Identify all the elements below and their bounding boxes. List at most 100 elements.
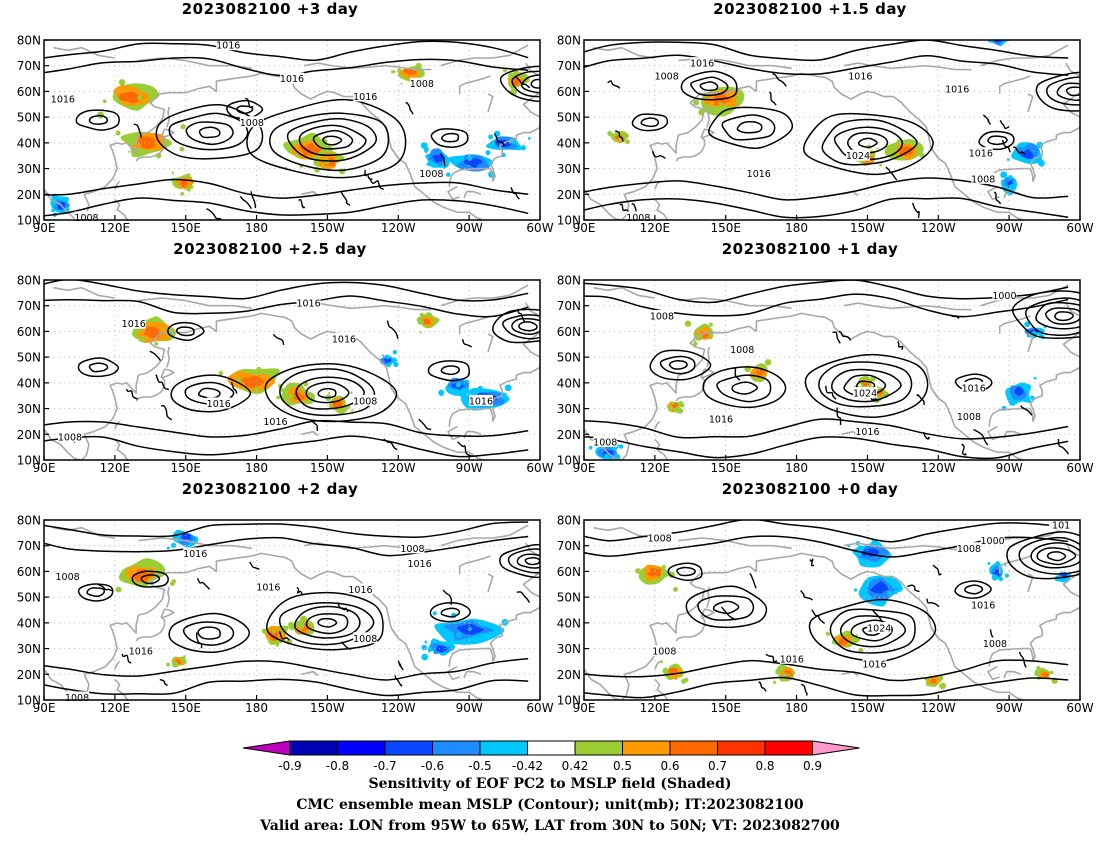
map-panel-plus1.5-day: 1016 1008 1016 1016 1024 1016 1016 1008 1008 90E 1…	[540, 0, 1094, 240]
positive-sensitivity-shade	[185, 173, 191, 179]
coastline	[114, 438, 129, 460]
positive-sensitivity-shade	[118, 91, 145, 104]
positive-sensitivity-shade	[393, 70, 396, 73]
positive-sensitivity-shade	[180, 192, 185, 196]
coastline	[843, 302, 972, 311]
positive-sensitivity-shade	[425, 312, 432, 318]
isobar-contour	[266, 591, 384, 651]
contour-label: 1008	[647, 534, 671, 545]
isobar-contour	[511, 70, 540, 98]
colorbar-tick-label: 0.7	[708, 759, 727, 773]
negative-sensitivity-shade	[853, 588, 858, 592]
positive-sensitivity-shade	[693, 99, 700, 106]
contour-label: 1016	[945, 84, 969, 95]
contour-label-bg	[992, 289, 1017, 301]
negative-sensitivity-shade	[439, 392, 444, 396]
colorbar-swatch	[289, 740, 338, 756]
isobar-contour	[168, 612, 251, 653]
isobar-contour	[317, 617, 338, 628]
y-tick-label: 70N	[557, 299, 581, 313]
positive-sensitivity-shade	[137, 136, 156, 149]
isobar-contour	[982, 114, 992, 125]
isobar-contour	[821, 118, 918, 166]
y-tick-label: 30N	[17, 162, 41, 176]
isobar-contour	[857, 137, 878, 149]
isobar-contour	[131, 570, 169, 588]
isobar-contour	[155, 103, 264, 160]
isobar-contour	[296, 586, 304, 596]
contour-label-bg	[419, 167, 444, 179]
isobar-contour	[804, 353, 929, 418]
positive-sensitivity-shade	[693, 341, 698, 346]
contour-label: 1008	[655, 72, 679, 83]
isobar-contour	[429, 602, 471, 623]
y-tick-label: 40N	[17, 616, 41, 630]
colorbar-tick-label: -0.5	[468, 759, 491, 773]
isobar-contour	[1056, 82, 1080, 101]
panel-title: 2023082100 +2 day	[181, 480, 359, 498]
isobar-contour	[295, 376, 365, 410]
positive-sensitivity-shade	[876, 386, 879, 389]
panel-title: 2023082100 +1 day	[721, 240, 899, 258]
positive-sensitivity-shade	[137, 563, 142, 568]
y-tick-label: 70N	[17, 59, 41, 73]
y-tick-label: 20N	[557, 188, 581, 202]
isobar-contour	[499, 543, 540, 579]
positive-sensitivity-shade	[718, 101, 723, 106]
x-tick-label: 90E	[573, 701, 596, 715]
contour-label: 1008	[983, 639, 1007, 650]
negative-sensitivity-shade	[998, 576, 1003, 582]
x-tick-label: 120E	[100, 221, 131, 235]
positive-sensitivity-shade	[659, 660, 663, 664]
isobar-contour	[427, 360, 471, 382]
isobar-contour	[175, 326, 195, 337]
map-frame	[583, 279, 1081, 461]
positive-sensitivity-shade	[339, 168, 346, 175]
contour-label-bg	[593, 436, 618, 447]
coastline	[1092, 68, 1099, 86]
negative-sensitivity-shade	[464, 158, 483, 168]
coastline	[463, 190, 482, 199]
positive-sensitivity-shade	[153, 316, 158, 321]
isobar-contour	[584, 197, 1069, 219]
coastline	[678, 297, 792, 310]
isobar-contour	[264, 363, 398, 423]
contour-label-bg	[647, 532, 672, 543]
positive-sensitivity-shade	[919, 152, 925, 158]
x-tick-label: 180	[245, 221, 268, 235]
isobar-contour	[832, 331, 841, 344]
isobar-contour	[926, 598, 940, 608]
positive-sensitivity-shade	[240, 375, 265, 388]
colorbar-tick-label: -0.6	[421, 759, 444, 773]
x-tick-label: 60W	[1066, 701, 1093, 715]
x-tick-label: 120W	[381, 461, 416, 475]
y-tick-label: 40N	[557, 136, 581, 150]
contour-label: 1016	[962, 384, 986, 395]
positive-sensitivity-shade	[288, 393, 295, 400]
y-tick-label: 70N	[557, 539, 581, 553]
x-tick-label: 150W	[850, 461, 885, 475]
coastline	[53, 46, 116, 59]
coastline	[987, 665, 1000, 681]
isobar-contour	[584, 418, 1069, 440]
isobar-contour	[999, 119, 1010, 130]
isobar-contour	[88, 362, 109, 373]
y-tick-label: 40N	[17, 376, 41, 390]
isobar-contour	[800, 590, 813, 601]
positive-sensitivity-shade	[271, 629, 276, 634]
positive-sensitivity-shade	[671, 402, 678, 409]
x-tick-label: 150E	[710, 701, 741, 715]
isobar-contour	[245, 97, 254, 108]
negative-sensitivity-shade	[477, 385, 483, 391]
contour-label: 1016	[969, 149, 993, 160]
contour-label-bg	[331, 333, 356, 345]
contour-label: 1008	[353, 634, 377, 645]
isobar-contour	[197, 626, 221, 640]
coastline	[654, 678, 669, 700]
positive-sensitivity-shade	[419, 331, 422, 334]
x-tick-label: 90E	[573, 461, 596, 475]
x-tick-label: 150E	[170, 461, 201, 475]
isobar-contour	[239, 195, 253, 210]
isobar-contour	[286, 117, 378, 162]
isobar-contour	[442, 589, 453, 605]
